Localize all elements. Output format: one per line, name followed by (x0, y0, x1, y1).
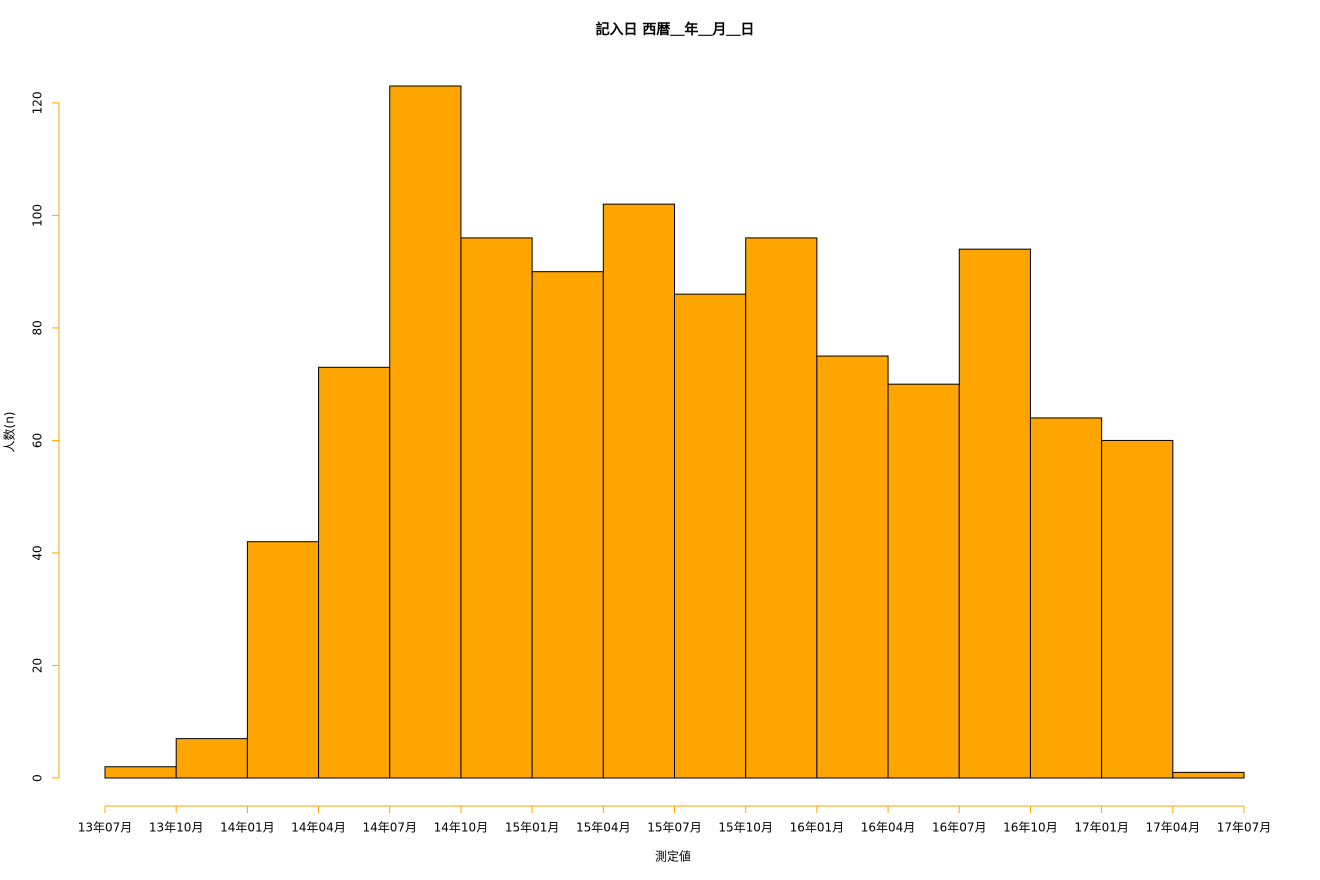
x-tick-label: 13年07月 (78, 821, 133, 835)
x-tick-label: 15年04月 (576, 821, 631, 835)
x-tick-label: 17年04月 (1146, 821, 1201, 835)
x-tick-label: 14年04月 (291, 821, 346, 835)
x-tick-label: 14年01月 (220, 821, 275, 835)
x-tick-label: 16年10月 (1003, 821, 1058, 835)
x-axis-label: 測定値 (655, 849, 691, 864)
y-tick-label: 20 (31, 658, 45, 673)
x-tick-label: 17年01月 (1074, 821, 1129, 835)
y-tick-label: 60 (31, 433, 45, 448)
y-axis-label: 人数(n) (2, 412, 17, 453)
chart-title: 記入日 西暦＿年＿月＿日 (596, 21, 755, 38)
x-tick-label: 13年10月 (149, 821, 204, 835)
x-tick-label: 15年07月 (647, 821, 702, 835)
bar (887, 383, 960, 779)
x-tick-label: 14年10月 (434, 821, 489, 835)
bar (958, 248, 1031, 779)
y-tick-label: 80 (31, 320, 45, 335)
y-tick-label: 0 (31, 774, 45, 782)
bar (460, 237, 533, 779)
bar (175, 738, 248, 779)
x-tick-label: 17年07月 (1217, 821, 1272, 835)
x-tick-label: 16年01月 (790, 821, 845, 835)
bar (531, 271, 604, 779)
bar (1101, 439, 1174, 779)
bar (318, 366, 391, 779)
bar (1172, 771, 1245, 779)
x-tick-label: 14年07月 (362, 821, 417, 835)
y-tick-label: 40 (31, 545, 45, 560)
bar (816, 355, 889, 779)
bar (389, 85, 462, 779)
bar (104, 766, 177, 779)
bar (674, 293, 747, 779)
bar (246, 541, 320, 779)
x-tick-label: 15年10月 (718, 821, 773, 835)
x-tick-label: 16年04月 (861, 821, 916, 835)
bar (745, 237, 818, 779)
bar (1029, 417, 1103, 779)
x-tick-label: 15年01月 (505, 821, 560, 835)
y-tick-label: 120 (31, 91, 45, 114)
y-tick-label: 100 (31, 204, 45, 227)
x-tick-label: 16年07月 (932, 821, 987, 835)
bar (602, 203, 675, 779)
